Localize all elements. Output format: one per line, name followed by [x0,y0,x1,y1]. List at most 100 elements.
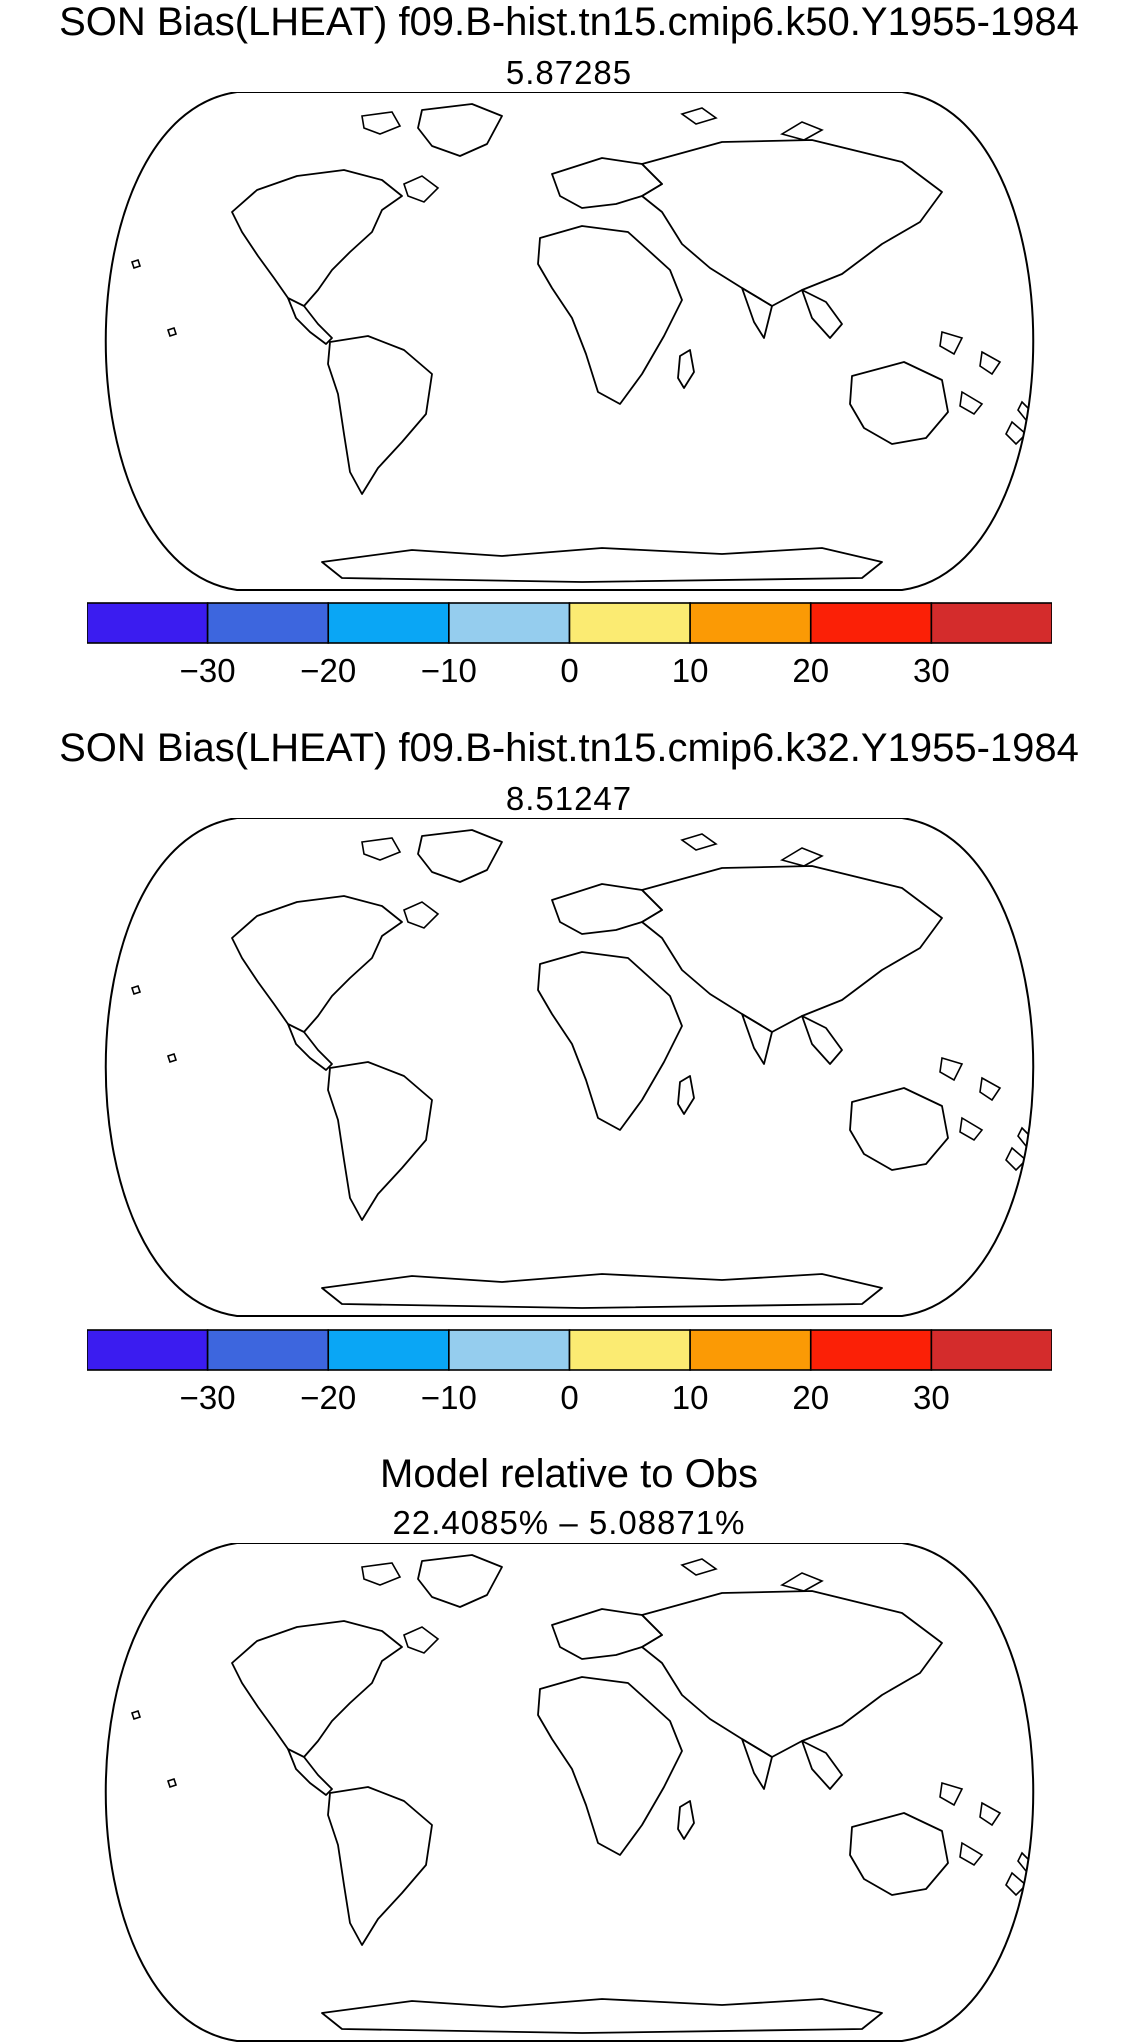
coastline-island [779,121,824,141]
panel-1-title: SON Bias(LHEAT) f09.B-hist.tn15.cmip6.k5… [59,0,1079,44]
coastline-island [959,1116,984,1142]
coastline-madagascar [677,1800,695,1840]
coastline-island [939,1781,964,1807]
coastline-island [779,847,824,867]
coastline-greenland [417,829,503,883]
coastline-island [361,111,402,135]
colorbar-bin [87,1329,209,1371]
colorbar-tick-label: 0 [560,652,579,689]
map-frame [104,818,1035,1317]
map-ocean [105,92,1034,590]
panel-1-map [104,92,1035,591]
coastline-island [680,833,718,851]
coastline-island [403,901,440,929]
colorbar-tick-label: −20 [300,1379,357,1416]
coastline-island [959,1841,984,1867]
map-frame [104,1543,1035,2042]
colorbar-tick-label: −10 [420,652,477,689]
coastline-africa [537,1676,683,1856]
colorbar-tick-label: 20 [792,1379,830,1416]
panel-2-subtitle: 8.51247 [505,780,633,817]
coastline-australia [849,1087,949,1171]
coastline-island [403,1626,440,1654]
coastline-island [979,1076,1002,1102]
coastline-island [130,984,142,996]
coastline-antarctica [321,1998,883,2034]
coastline-island [979,1801,1002,1827]
coastline-southAmerica [327,1786,433,1946]
colorbar-tick-label: −30 [179,652,236,689]
colorbar-bin [568,602,691,644]
coastline-island [779,1572,824,1592]
panel-1-colorbar [87,602,1052,644]
colorbar-bin [87,602,209,644]
colorbar-bin [809,602,933,644]
coastline-island [979,350,1002,376]
coastline-madagascar [677,1075,695,1115]
colorbar-tick-label: 30 [913,1379,950,1416]
coastline-southAmerica [327,335,433,495]
coastline-antarctica [321,547,883,583]
coastline-island [361,837,402,861]
coastline-centralAmerica [287,1023,333,1071]
colorbar-bin [930,1329,1052,1371]
colorbar-bin [448,602,571,644]
panel-3-subtitle: 22.4085% – 5.08871% [392,1504,746,1541]
coastline-island [166,1777,178,1789]
colorbar-bin [206,1329,330,1371]
coastline-africa [537,951,683,1131]
colorbar-bin [689,1329,812,1371]
coastline-australia [849,361,949,445]
coastline-centralAmerica [287,1748,333,1796]
colorbar-bin [930,602,1052,644]
coastline-northAmerica [231,169,403,307]
panel-2-colorbar [87,1329,1052,1371]
coastline-madagascar [677,349,695,389]
colorbar-tick-label: −20 [300,652,357,689]
coastline-greenland [417,103,503,157]
coastline-antarctica [321,1273,883,1309]
colorbar-bin [448,1329,571,1371]
coastline-island [680,107,718,125]
colorbar-tick-label: 10 [671,652,709,689]
coastline-island [166,326,178,338]
colorbar-bin [809,1329,933,1371]
coastline-island [959,390,984,416]
colorbar-bin [689,602,812,644]
coastline-island [130,1709,142,1721]
coastline-southAmerica [327,1061,433,1221]
coastline-island [130,258,142,270]
coastline-greenland [417,1554,503,1608]
coastline-india [741,1738,773,1790]
colorbar-tick-label: −10 [420,1379,477,1416]
coastline-island [939,330,964,356]
coastline-island [1005,1871,1028,1897]
coastline-island [361,1562,402,1586]
colorbar-bin [206,602,330,644]
coastline-seAsia [801,289,843,339]
coastline-island [403,175,440,203]
colorbar-tick-label: −30 [179,1379,236,1416]
panel-2-title: SON Bias(LHEAT) f09.B-hist.tn15.cmip6.k3… [59,726,1079,770]
colorbar-tick-label: 30 [913,652,950,689]
coastline-island [166,1052,178,1064]
coastline-australia [849,1812,949,1896]
coastline-seAsia [801,1740,843,1790]
coastline-island [1005,1146,1028,1172]
map-frame [104,92,1035,591]
colorbar-tick-label: 10 [671,1379,709,1416]
colorbar-bin [568,1329,691,1371]
coastline-island [1005,420,1028,446]
colorbar-bin [327,602,450,644]
panel-1-subtitle: 5.87285 [505,54,633,91]
coastline-northAmerica [231,895,403,1033]
panel-2-map [104,818,1035,1317]
coastline-island [680,1558,718,1576]
coastline-seAsia [801,1015,843,1065]
colorbar-tick-label: 0 [560,1379,579,1416]
map-ocean [105,1543,1034,2041]
coastline-centralAmerica [287,297,333,345]
colorbar-bin [327,1329,450,1371]
map-ocean [105,818,1034,1316]
panel-3-map [104,1543,1035,2042]
